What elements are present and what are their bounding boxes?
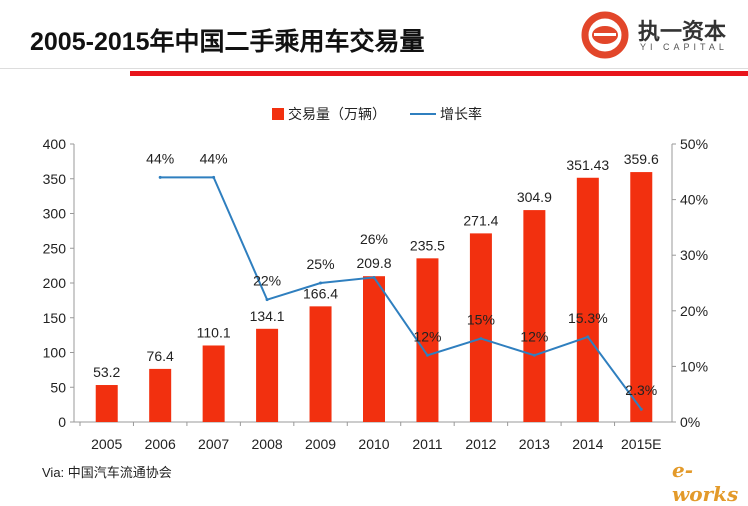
left-tick-label: 400	[43, 136, 67, 152]
header-divider	[130, 71, 748, 76]
bar	[630, 172, 653, 422]
bar-label: 304.9	[517, 189, 552, 205]
growth-label: 12%	[520, 328, 548, 344]
right-tick-label: 0%	[680, 414, 700, 430]
logo-text: 执一资本	[638, 19, 727, 44]
x-tick-label: 2015E	[621, 436, 661, 452]
source-note: Via: 中国汽车流通协会	[42, 465, 172, 480]
right-tick-label: 10%	[680, 358, 708, 374]
right-tick-label: 50%	[680, 136, 708, 152]
growth-point	[158, 175, 162, 179]
x-tick-label: 2012	[465, 436, 496, 452]
legend-bar-swatch	[272, 108, 284, 120]
growth-point	[586, 335, 590, 339]
bar	[309, 306, 332, 422]
bar	[469, 233, 492, 422]
growth-label: 12%	[413, 328, 441, 344]
x-tick-label: 2009	[305, 436, 336, 452]
left-tick-label: 350	[43, 171, 67, 187]
growth-label: 15%	[467, 312, 495, 328]
growth-point	[425, 353, 429, 357]
bar-label: 235.5	[410, 237, 445, 253]
right-tick-label: 20%	[680, 303, 708, 319]
left-tick-label: 250	[43, 240, 67, 256]
bar-label: 359.6	[624, 151, 659, 167]
right-tick-label: 30%	[680, 247, 708, 263]
x-tick-label: 2014	[572, 436, 603, 452]
left-tick-label: 100	[43, 345, 67, 361]
bar	[256, 328, 279, 422]
logo-subtext: YI CAPITAL	[640, 42, 728, 52]
x-tick-label: 2006	[145, 436, 176, 452]
left-tick-label: 150	[43, 310, 67, 326]
bar	[416, 258, 439, 422]
bar	[576, 177, 599, 422]
left-tick-label: 200	[43, 275, 67, 291]
bar-label: 134.1	[250, 308, 285, 324]
growth-label: 22%	[253, 273, 281, 289]
bar	[363, 276, 385, 422]
x-tick-label: 2007	[198, 436, 229, 452]
growth-point	[265, 298, 269, 302]
header-divider-thin	[0, 68, 748, 69]
left-tick-label: 50	[50, 379, 66, 395]
growth-label: 2.3%	[625, 382, 657, 398]
growth-line	[160, 176, 643, 410]
x-tick-label: 2005	[91, 436, 122, 452]
growth-label: 44%	[146, 150, 174, 166]
left-tick-label: 300	[43, 206, 67, 222]
legend-line-label: 增长率	[440, 106, 482, 122]
logo-icon	[581, 11, 629, 59]
watermark: e-works	[672, 458, 739, 506]
x-tick-label: 2011	[412, 436, 442, 452]
bar	[202, 345, 225, 422]
growth-point	[319, 281, 323, 285]
bar-label: 209.8	[356, 255, 391, 271]
x-tick-label: 2010	[358, 436, 389, 452]
left-tick-label: 0	[58, 414, 66, 430]
page-title: 2005-2015年中国二手乘用车交易量	[30, 28, 425, 56]
growth-label: 26%	[360, 231, 388, 247]
growth-point	[212, 175, 216, 179]
bar-label: 166.4	[303, 285, 338, 301]
growth-label: 44%	[200, 150, 228, 166]
right-tick-label: 40%	[680, 192, 708, 208]
x-tick-label: 2008	[252, 436, 283, 452]
growth-label: 15.3%	[568, 310, 608, 326]
bar-label: 110.1	[197, 324, 231, 340]
growth-label: 25%	[307, 256, 335, 272]
bar	[523, 210, 546, 422]
growth-point	[372, 275, 376, 279]
bar-label: 271.4	[463, 212, 498, 228]
growth-point	[479, 337, 483, 341]
growth-point	[639, 407, 643, 411]
bar	[95, 385, 118, 422]
growth-point	[532, 353, 536, 357]
bar	[149, 368, 172, 422]
bar-label: 351.43	[566, 157, 609, 173]
legend-bar-label: 交易量（万辆）	[288, 106, 386, 122]
bar-label: 76.4	[147, 348, 174, 364]
bar-label: 53.2	[93, 364, 120, 380]
x-tick-label: 2013	[519, 436, 550, 452]
